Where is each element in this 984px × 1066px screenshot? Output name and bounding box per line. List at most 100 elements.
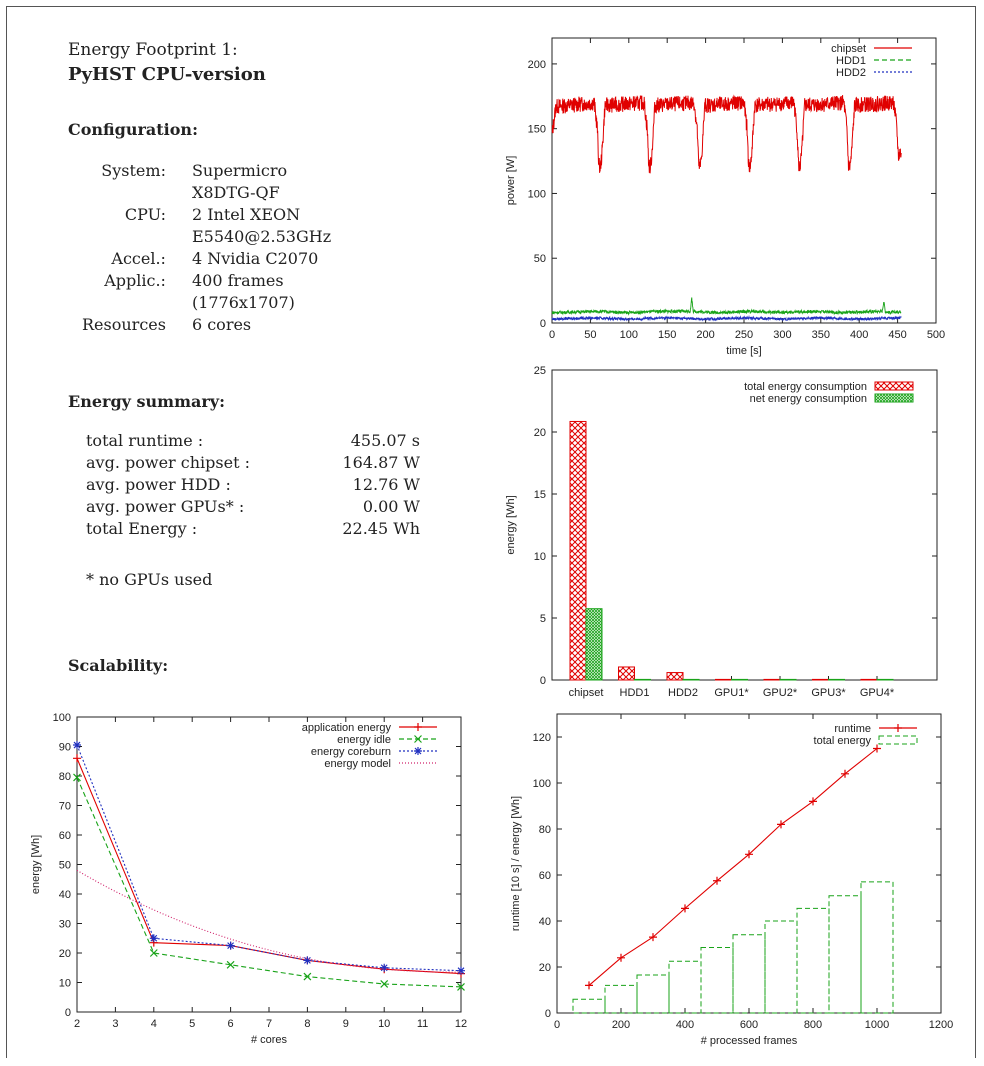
- y-tick-label: 150: [528, 124, 546, 136]
- x-tick-label: 100: [620, 329, 638, 341]
- config-row-value: 6 cores: [191, 315, 252, 334]
- y-axis-label: runtime [10 s] / energy [Wh]: [510, 796, 522, 931]
- x-tick-label: 300: [773, 329, 791, 341]
- power-over-time-chart: 0 50 100 150 200 250 300 350 400 450 500 0 50 100 150 2…: [505, 37, 945, 357]
- data-point: [681, 904, 689, 913]
- bar-total-energy-consumption: [618, 666, 635, 681]
- y-tick-label: 40: [59, 889, 71, 901]
- series-line-HDD2: [551, 314, 902, 322]
- category-label: HDD1: [620, 687, 650, 699]
- data-point: [149, 949, 158, 957]
- plot-frame: [556, 713, 942, 1014]
- y-tick-label: 40: [539, 916, 551, 928]
- summary-row-key: avg. power chipset :: [86, 453, 250, 472]
- y-tick-label: 0: [540, 675, 546, 687]
- config-row: E5540@2.53GHz: [82, 226, 331, 248]
- summary-row-value: 164.87 W: [342, 453, 420, 472]
- y-tick-label: 80: [59, 771, 71, 783]
- summary-row-key: avg. power HDD :: [86, 475, 231, 494]
- bar-net-energy-consumption: [828, 678, 845, 681]
- bar-total-energy-consumption: [569, 420, 587, 681]
- legend-label: total energy consumption: [744, 381, 867, 393]
- y-tick-label: 10: [534, 551, 546, 563]
- data-point: [414, 735, 422, 743]
- energy-bar: [604, 984, 638, 1014]
- x-tick-label: 50: [584, 329, 596, 341]
- data-point: [713, 876, 721, 885]
- summary-row-value: 0.00 W: [362, 497, 420, 516]
- y-tick-label: 5: [540, 613, 546, 625]
- summary-row: avg. power GPUs* : 0.00 W: [86, 496, 420, 518]
- x-tick-label: 8: [304, 1018, 310, 1030]
- data-point: [73, 741, 81, 750]
- x-tick-label: 9: [343, 1018, 349, 1030]
- plot-frame: [551, 37, 937, 324]
- legend-swatch: [874, 393, 914, 403]
- data-point: [873, 744, 881, 753]
- x-tick-label: 12: [455, 1018, 467, 1030]
- data-point: [380, 980, 389, 988]
- energy-bar: [668, 960, 702, 1014]
- y-tick-label: 50: [59, 860, 71, 872]
- config-row-key: CPU:: [124, 205, 166, 224]
- y-axis-label: energy [Wh]: [505, 495, 517, 554]
- summary-row: total runtime : 455.07 s: [86, 430, 420, 452]
- config-row: (1776x1707): [82, 292, 331, 314]
- config-row-key: [82, 182, 192, 204]
- x-axis-label: # cores: [251, 1034, 288, 1046]
- legend-label: chipset: [831, 43, 866, 55]
- configuration-table: System: Supermicro X8DTG-QF CPU: 2 Intel XEO…: [82, 160, 331, 336]
- series-line-energy-model: [76, 869, 461, 973]
- energy-bar: [636, 974, 670, 1014]
- legend-label: total energy: [814, 735, 872, 747]
- summary-row-value: 22.45 Wh: [342, 519, 420, 538]
- y-tick-label: 0: [540, 318, 546, 330]
- y-tick-label: 20: [539, 962, 551, 974]
- data-point: [457, 983, 465, 991]
- x-tick-label: 1200: [929, 1019, 953, 1031]
- y-tick-label: 25: [534, 365, 546, 377]
- x-tick-label: 600: [740, 1019, 758, 1031]
- legend-label: net energy consumption: [750, 393, 867, 405]
- y-tick-label: 120: [533, 732, 551, 744]
- data-point: [226, 960, 235, 969]
- y-axis-label: energy [Wh]: [30, 835, 42, 894]
- x-tick-label: 800: [804, 1019, 822, 1031]
- y-tick-label: 15: [534, 489, 546, 501]
- config-row-key: [82, 292, 192, 314]
- legend-label: runtime: [834, 723, 871, 735]
- data-point: [73, 773, 81, 782]
- data-point: [414, 723, 422, 731]
- config-row-value: (1776x1707): [191, 293, 295, 312]
- x-tick-label: 0: [549, 329, 555, 341]
- y-tick-label: 30: [59, 919, 71, 931]
- y-tick-label: 50: [534, 253, 546, 265]
- category-label: GPU3*: [811, 687, 846, 699]
- plot-frame: [551, 369, 938, 681]
- summary-row-key: total Energy :: [86, 519, 198, 538]
- config-row-value: Supermicro: [191, 161, 288, 180]
- summary-row-value: 12.76 W: [352, 475, 420, 494]
- y-tick-label: 100: [53, 712, 71, 724]
- data-point: [149, 934, 158, 943]
- energy-bar: [732, 934, 766, 1014]
- y-tick-label: 70: [59, 801, 71, 813]
- data-point: [745, 850, 753, 859]
- data-point: [303, 956, 312, 965]
- config-row: X8DTG-QF: [82, 182, 331, 204]
- config-row: Applic.: 400 frames: [82, 270, 331, 292]
- data-point: [226, 941, 235, 950]
- data-point: [617, 953, 625, 962]
- x-tick-label: 5: [189, 1018, 195, 1030]
- footnote: * no GPUs used: [86, 570, 213, 589]
- summary-row-key: avg. power GPUs* :: [86, 497, 245, 516]
- x-tick-label: 250: [735, 329, 753, 341]
- energy-bar: [764, 920, 798, 1014]
- energy-bar: [572, 998, 606, 1014]
- config-row: Accel.: 4 Nvidia C2070: [82, 248, 331, 270]
- x-tick-label: 450: [888, 329, 906, 341]
- series-line-HDD1: [551, 297, 902, 316]
- data-point: [73, 754, 81, 763]
- energy-bar: [700, 946, 734, 1014]
- legend-label: HDD1: [836, 55, 866, 67]
